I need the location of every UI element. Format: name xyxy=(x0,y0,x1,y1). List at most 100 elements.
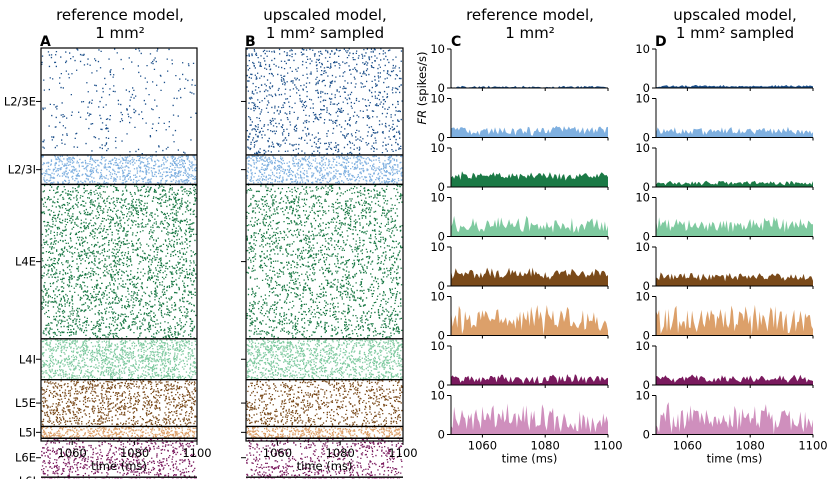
y-tick-label: 10 xyxy=(635,92,650,106)
spikes-l6e xyxy=(41,438,197,477)
rate-area-l4e xyxy=(451,171,608,187)
y-axis-label-unit: (spikes/s) xyxy=(415,52,429,107)
spikes-l5i xyxy=(246,426,403,439)
x-axis-label: time (ms) xyxy=(91,459,147,473)
raster-frame xyxy=(245,47,404,442)
x-tick-label: 1100 xyxy=(388,446,417,460)
y-tick-label: 0 xyxy=(643,180,650,194)
raster-panel-b: 1060 1080 1100 time (ms) xyxy=(241,47,418,479)
x-tick-label: 1080 xyxy=(120,446,149,460)
spikes-l23i xyxy=(246,155,403,185)
x-tick-label: 1100 xyxy=(593,439,622,453)
raster-frame xyxy=(40,47,198,442)
spikes-l23i xyxy=(41,154,197,185)
y-tick-label: 10 xyxy=(635,191,650,205)
rate-area-l5e xyxy=(451,267,608,286)
x-tick-label: 1080 xyxy=(736,439,765,453)
y-axis-label-symbol: FR xyxy=(415,106,429,124)
panel-d-title-2: 1 mm² sampled xyxy=(676,24,794,42)
y-tick-label: 10 xyxy=(635,290,650,304)
x-tick-label: 1060 xyxy=(673,439,702,453)
y-tick-label: 10 xyxy=(430,339,445,353)
panel-d-title-1: upscaled model, xyxy=(673,6,796,24)
raster-panel-a: L2/3E L2/3I L4E L4I L5E L5I L6E L6I 1060 1080 1100… xyxy=(4,47,212,479)
y-tick-label: 0 xyxy=(438,230,445,244)
panel-letter-a: A xyxy=(40,34,51,50)
y-tick-label: 0 xyxy=(643,131,650,145)
y-tick-label: 10 xyxy=(635,240,650,254)
population-label-l5e: L5E xyxy=(15,396,36,410)
spikes-l5e xyxy=(41,379,197,427)
rate-area-l6i xyxy=(451,403,608,435)
y-tick-label: 0 xyxy=(643,428,650,442)
x-tick-label: 1100 xyxy=(798,439,827,453)
rate-area-l6e xyxy=(656,374,813,385)
x-tick-label: 1100 xyxy=(182,446,211,460)
y-tick-label: 10 xyxy=(430,141,445,155)
rate-area-l6e xyxy=(451,374,608,385)
y-tick-label: 0 xyxy=(438,131,445,145)
panel-a-title-2: 1 mm² xyxy=(95,24,145,42)
x-tick-label: 1080 xyxy=(326,446,355,460)
rate-area-l23i xyxy=(451,125,608,138)
panel-c-title-2: 1 mm² xyxy=(505,24,555,42)
spikes-l5e xyxy=(246,379,403,427)
spikes-l6e xyxy=(246,438,403,477)
panel-a-title-1: reference model, xyxy=(56,6,184,24)
y-tick-label: 10 xyxy=(635,141,650,155)
y-tick-label: 0 xyxy=(438,180,445,194)
x-axis-label: time (ms) xyxy=(707,452,763,466)
y-axis-label: FR (spikes/s) xyxy=(415,52,429,125)
spikes-l23e xyxy=(41,48,197,155)
population-label-l5i: L5I xyxy=(19,425,36,439)
spikes-l4i xyxy=(246,338,403,380)
panel-titles: reference model, 1 mm² upscaled model, 1… xyxy=(40,6,797,50)
population-label-l23i: L2/3I xyxy=(8,163,36,177)
y-tick-label: 0 xyxy=(438,378,445,392)
x-tick-label: 1060 xyxy=(58,446,87,460)
spikes-l4i xyxy=(41,338,197,380)
y-tick-label: 0 xyxy=(643,230,650,244)
rate-area-l23i xyxy=(656,126,813,138)
panel-letter-c: C xyxy=(451,34,461,50)
rate-area-l5i xyxy=(451,305,608,336)
x-tick-label: 1080 xyxy=(531,439,560,453)
y-tick-label: 0 xyxy=(643,378,650,392)
spikes-l23e xyxy=(246,48,403,155)
panel-letter-d: D xyxy=(655,34,667,50)
spike-dots xyxy=(41,48,197,479)
panel-c-title-1: reference model, xyxy=(466,6,594,24)
spike-dots xyxy=(246,48,403,479)
population-label-l4e: L4E xyxy=(15,255,36,269)
x-tick-label: 1060 xyxy=(468,439,497,453)
y-tick-label: 10 xyxy=(635,389,650,403)
y-tick-label: 0 xyxy=(438,329,445,343)
population-label-l23e: L2/3E xyxy=(4,94,36,108)
spikes-l4e xyxy=(41,184,197,339)
panel-b-title-2: 1 mm² sampled xyxy=(266,24,384,42)
y-tick-label: 10 xyxy=(430,92,445,106)
y-tick-label: 10 xyxy=(635,42,650,56)
panel-letter-b: B xyxy=(245,34,256,50)
rate-area-l5e xyxy=(656,272,813,286)
spikes-l5i xyxy=(41,426,197,439)
y-tick-label: 0 xyxy=(643,279,650,293)
y-tick-label: 10 xyxy=(430,240,445,254)
rate-area-l5i xyxy=(656,304,813,336)
y-tick-label: 0 xyxy=(438,81,445,95)
y-tick-label: 10 xyxy=(430,389,445,403)
rate-area-l4i xyxy=(656,216,813,237)
y-tick-label: 10 xyxy=(430,191,445,205)
y-tick-label: 0 xyxy=(438,428,445,442)
rate-area-l6i xyxy=(656,402,813,435)
rate-area-l23e xyxy=(656,85,813,88)
population-label-l6e: L6E xyxy=(15,451,36,465)
rate-area-l4e xyxy=(656,180,813,187)
y-tick-label: 0 xyxy=(643,81,650,95)
y-tick-label: 0 xyxy=(643,329,650,343)
y-tick-label: 10 xyxy=(430,290,445,304)
spikes-l4e xyxy=(246,184,403,339)
